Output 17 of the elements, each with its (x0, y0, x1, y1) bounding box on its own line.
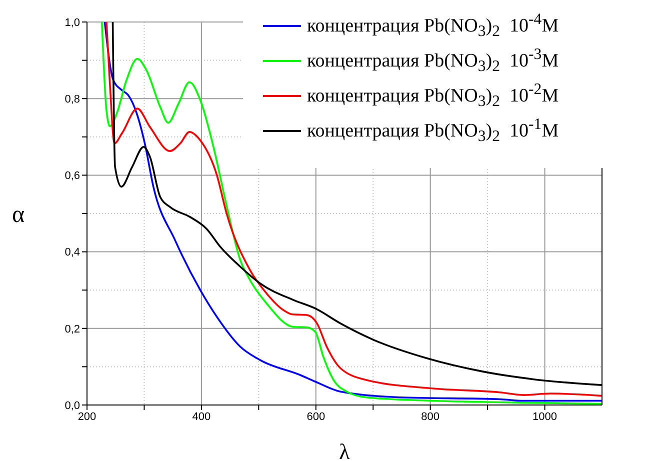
legend-label: концентрация Pb(NO$_{3}$)$_{2}$ 10$^{-2}$M (307, 80, 559, 112)
legend-label: концентрация Pb(NO$_{3}$)$_{2}$ 10$^{-1}$M (307, 115, 559, 148)
y-tick-label: 0,2 (64, 323, 80, 336)
y-tick-label: 0,8 (64, 94, 80, 106)
x-tick-label: 400 (192, 410, 211, 423)
y-axis-title: α (12, 202, 25, 228)
x-axis-title: λ (339, 439, 350, 461)
y-tick-label: 1,0 (64, 16, 80, 29)
legend-label: концентрация Pb(NO$_{3}$)$_{2}$ 10$^{-4}$M (307, 10, 559, 42)
x-tick-label: 800 (421, 410, 440, 423)
x-tick-label: 200 (78, 410, 96, 423)
x-tick-label: 1000 (532, 410, 558, 423)
y-tick-label: 0,0 (64, 400, 80, 412)
legend-label: концентрация Pb(NO$_{3}$)$_{2}$ 10$^{-3}$M (307, 45, 559, 78)
y-tick-label: 0,6 (64, 170, 80, 182)
x-tick-label: 600 (306, 410, 326, 423)
y-tick-label: 0,4 (64, 246, 80, 259)
